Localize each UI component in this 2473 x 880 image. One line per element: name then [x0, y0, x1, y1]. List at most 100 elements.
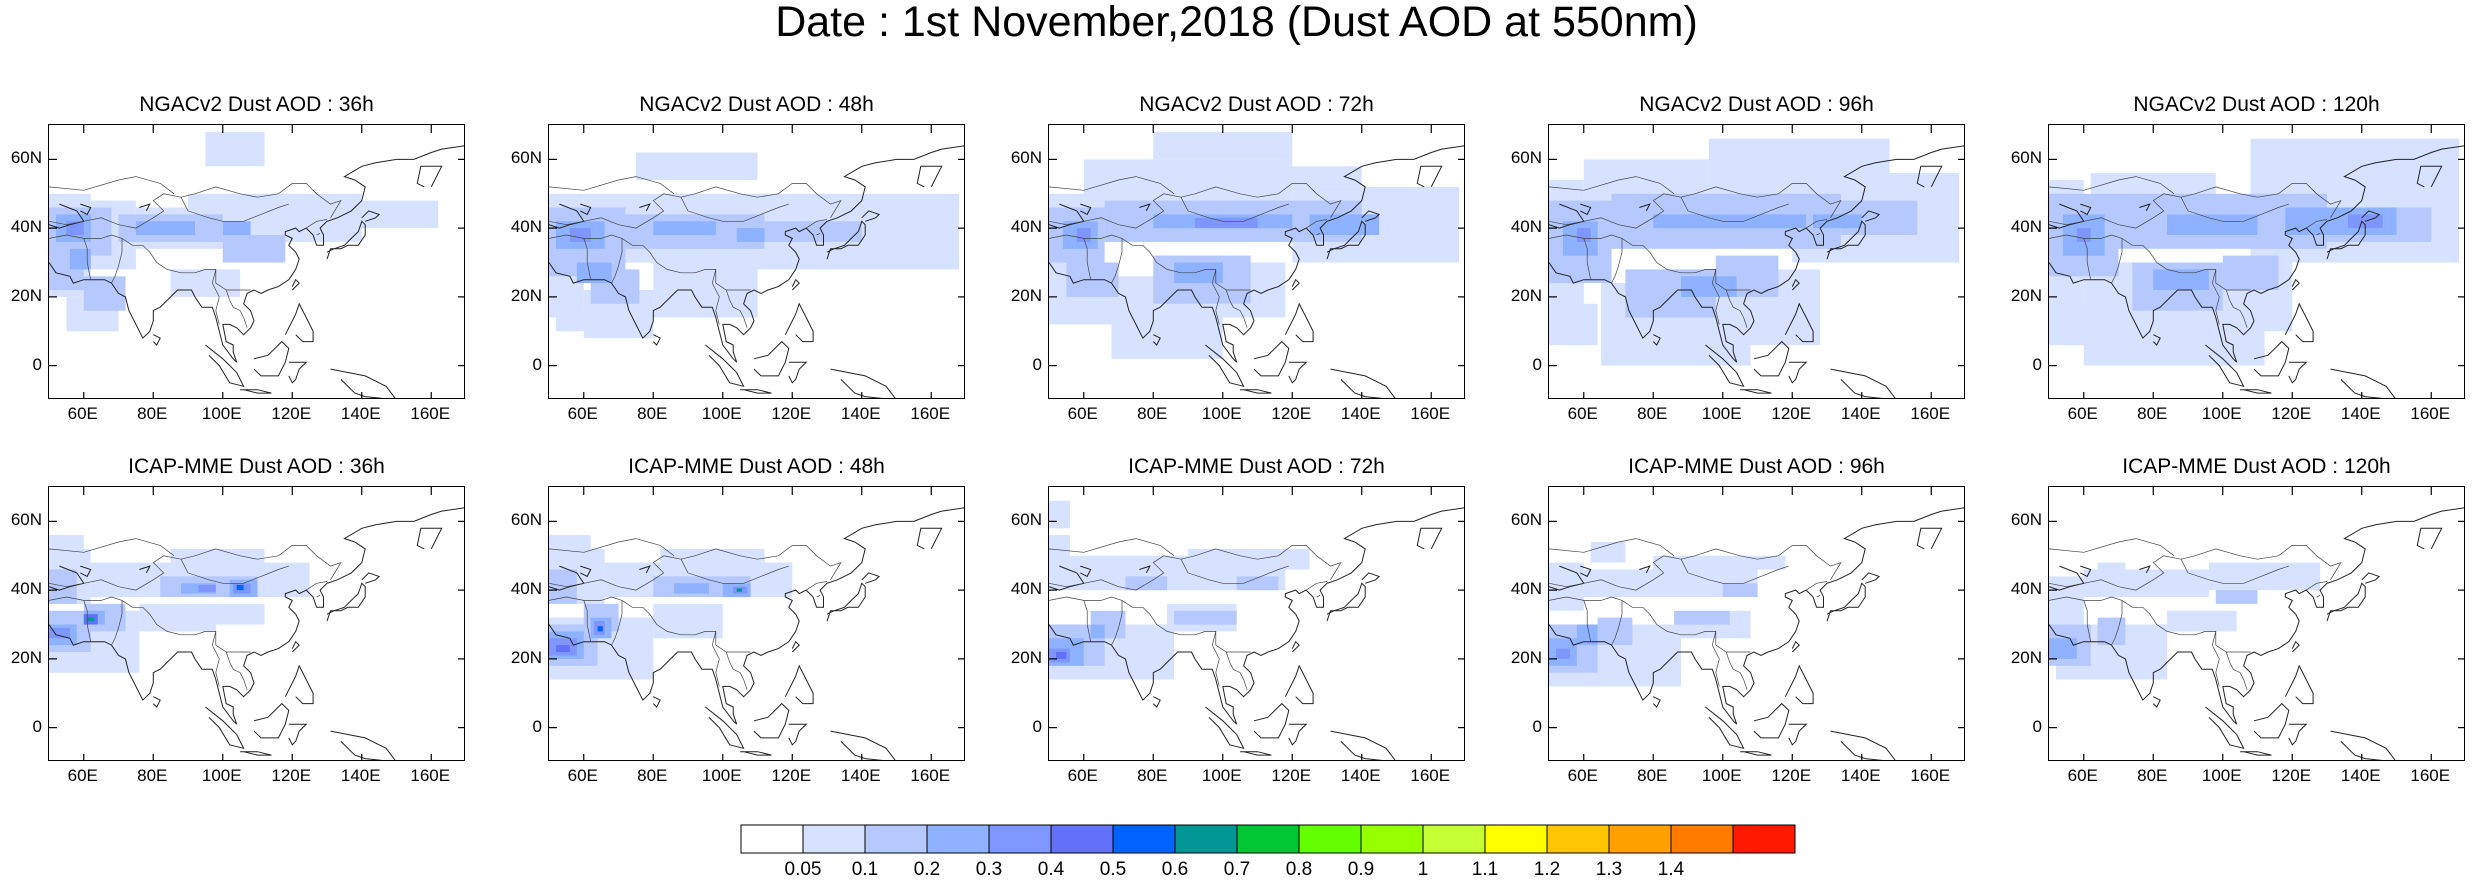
lat-tick-label: 20N: [1510, 285, 1542, 305]
coastline: [1049, 507, 1464, 725]
country-border: [2225, 289, 2248, 328]
country-border: [1316, 594, 1321, 598]
dust-region: [653, 221, 716, 236]
coastline: [1205, 344, 1245, 388]
coastline: [549, 145, 964, 363]
coastline: [861, 210, 881, 222]
dust-region: [635, 152, 758, 180]
coastline: [916, 527, 943, 550]
coastline: [1916, 165, 1943, 188]
lon-tick-label: 120E: [1771, 766, 1812, 785]
colorbar-label: 0.8: [1285, 859, 1313, 880]
dust-region: [2076, 228, 2091, 242]
country-border: [549, 596, 751, 653]
lon-tick-label: 120E: [1271, 404, 1312, 423]
dust-region: [1236, 576, 1279, 591]
coastline: [2288, 723, 2308, 746]
dust-region: [1174, 610, 1237, 625]
country-border: [1549, 545, 1842, 591]
country-border: [1111, 600, 1123, 646]
lon-tick-label: 140E: [2340, 404, 2381, 423]
country-border: [83, 600, 92, 642]
country-border: [816, 232, 821, 236]
coastline: [1580, 565, 1592, 578]
country-border: [806, 219, 828, 229]
country-border: [1225, 651, 1248, 690]
lat-tick-label: 60N: [510, 148, 542, 168]
coastline: [1240, 751, 1272, 756]
coastline: [1152, 334, 1161, 346]
coastline: [330, 730, 396, 760]
country-border: [2083, 238, 2092, 280]
country-border: [1306, 581, 1328, 591]
colorbar-label: 1.1: [1471, 859, 1499, 880]
country-border: [1583, 238, 1592, 280]
coastline: [330, 368, 396, 398]
dust-region: [674, 583, 709, 594]
lon-tick-label: 160E: [1410, 766, 1451, 785]
coastline: [49, 145, 464, 363]
lat-tick-label: 40N: [1010, 217, 1042, 237]
country-border: [83, 238, 92, 280]
lon-tick-label: 120E: [2271, 766, 2312, 785]
lon-tick-label: 140E: [1340, 404, 1381, 423]
coastline: [1284, 664, 1314, 705]
map-canvas: [1049, 487, 1464, 760]
coastline: [1291, 278, 1300, 291]
coastline: [416, 165, 443, 188]
dust-region: [49, 569, 77, 604]
coastline: [580, 565, 592, 578]
lon-tick-label: 80E: [637, 404, 668, 423]
country-border: [549, 176, 675, 195]
country-border: [180, 559, 289, 584]
country-border: [225, 651, 248, 690]
lon-tick-label: 160E: [910, 404, 951, 423]
lat-tick-label: 40N: [2010, 217, 2042, 237]
country-border: [49, 596, 251, 653]
country-border: [1806, 581, 1828, 591]
lon-tick-label: 140E: [340, 766, 381, 785]
coastline: [240, 751, 272, 756]
coastline: [1139, 565, 1151, 574]
map-canvas: [49, 125, 464, 398]
lat-tick-label: 0: [532, 716, 542, 736]
dust-region: [2097, 562, 2126, 577]
dust-region: [1653, 555, 1786, 570]
panel-title: ICAP-MME Dust AOD : 72h: [1128, 455, 1385, 478]
lon-tick-label: 120E: [771, 766, 812, 785]
lon-tick-label: 80E: [637, 766, 668, 785]
country-border: [2049, 183, 2342, 229]
country-border: [806, 581, 828, 591]
coastline: [1639, 565, 1651, 574]
lat-tick-label: 20N: [510, 285, 542, 305]
coastline: [1788, 723, 1808, 746]
map-canvas: [549, 125, 964, 398]
coastline: [1753, 702, 1790, 739]
dust-region: [222, 221, 251, 236]
lon-tick-label: 160E: [910, 766, 951, 785]
lat-tick-label: 20N: [10, 285, 42, 305]
coastline: [705, 344, 745, 388]
dust-region: [576, 262, 612, 284]
coastline: [1205, 706, 1245, 750]
lon-tick-label: 100E: [1701, 766, 1742, 785]
country-border: [1049, 183, 1342, 229]
country-border: [711, 269, 720, 325]
dust-region: [2208, 562, 2321, 591]
country-border: [49, 545, 342, 591]
coastline: [1253, 702, 1290, 739]
colorbar-label: 0.7: [1223, 859, 1251, 880]
country-border: [1180, 559, 1289, 584]
lat-tick-label: 60N: [1510, 510, 1542, 530]
lat-tick-label: 0: [2032, 354, 2042, 374]
lon-tick-label: 60E: [1567, 766, 1598, 785]
country-border: [1549, 183, 1842, 229]
dust-region: [2167, 610, 2237, 632]
lon-tick-label: 160E: [410, 404, 451, 423]
country-border: [211, 631, 220, 687]
coastline: [2240, 751, 2272, 756]
lon-tick-label: 120E: [271, 766, 312, 785]
lon-tick-label: 60E: [567, 404, 598, 423]
coastline: [791, 278, 800, 291]
country-border: [2306, 219, 2328, 229]
